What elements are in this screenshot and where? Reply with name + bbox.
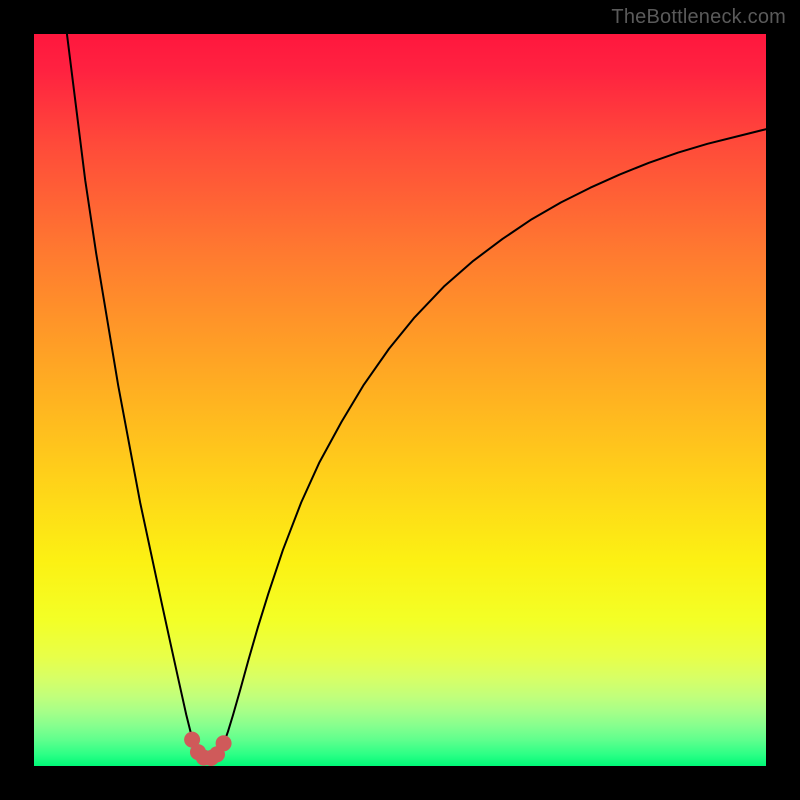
bottleneck-curve — [67, 34, 766, 759]
trough-markers — [184, 732, 231, 766]
watermark-text: TheBottleneck.com — [611, 6, 786, 29]
plot-area — [34, 34, 766, 766]
chart-frame: TheBottleneck.com — [0, 0, 800, 800]
trough-marker — [216, 735, 232, 751]
curve-layer — [34, 34, 766, 766]
